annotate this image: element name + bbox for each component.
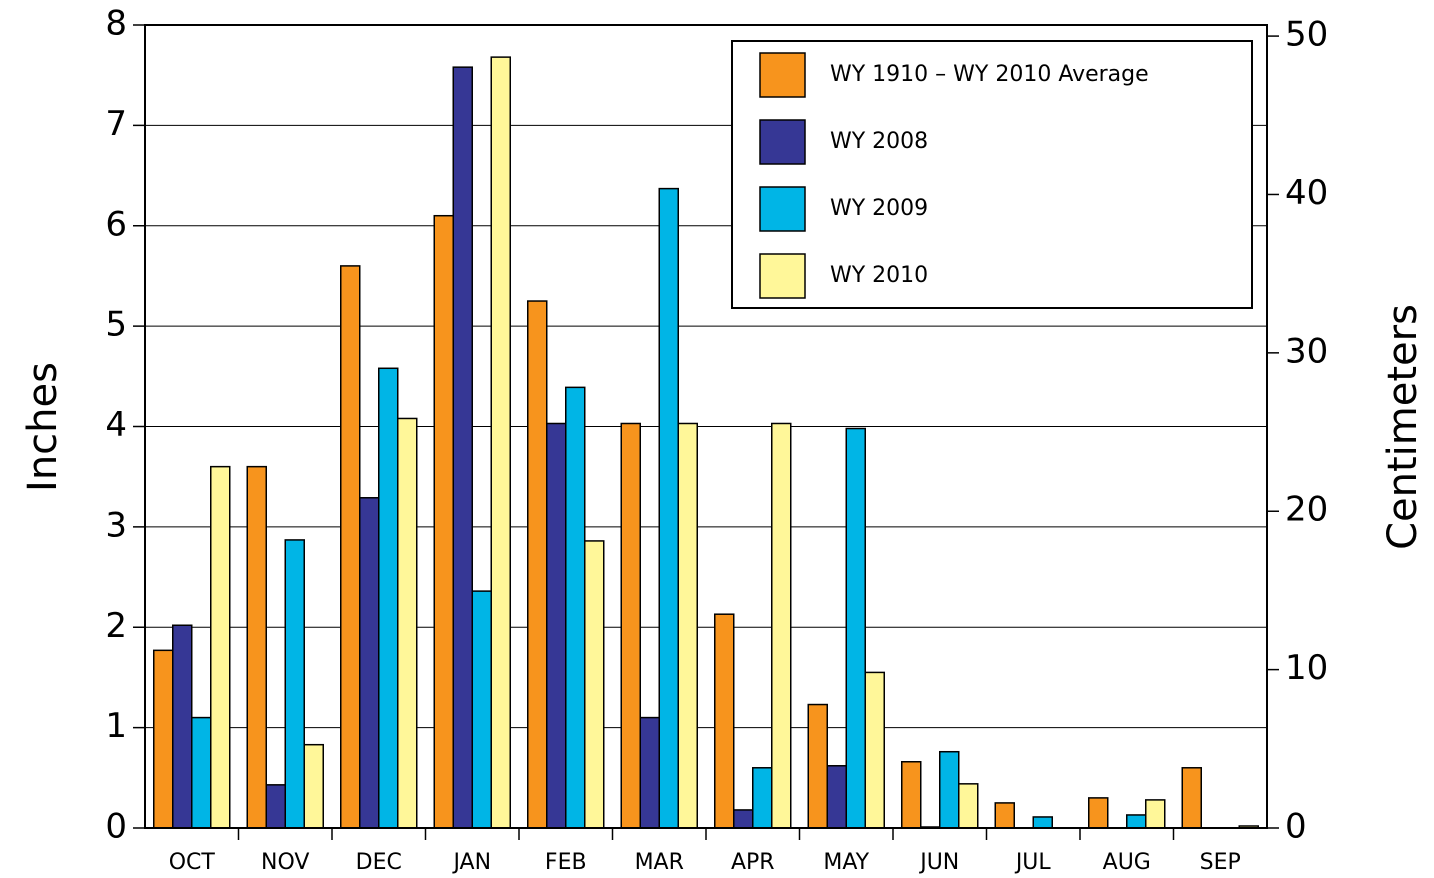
y-tick-label: 8 [105, 4, 127, 44]
bar [1126, 814, 1147, 829]
bar [303, 743, 324, 829]
bar [864, 671, 885, 829]
x-tick-label: DEC [356, 850, 402, 875]
bar [752, 767, 773, 829]
bar [845, 427, 866, 829]
bar [620, 422, 641, 829]
bar [771, 422, 792, 829]
bar [246, 465, 267, 829]
bar [714, 613, 735, 829]
y-tick-label: 6 [105, 204, 127, 244]
y2-axis-title: Centimeters [1380, 304, 1426, 550]
x-tick-label: JUL [1014, 850, 1052, 875]
bar [490, 56, 511, 829]
x-tick-label: MAR [635, 850, 684, 875]
bar [340, 265, 361, 829]
x-tick-label: FEB [545, 850, 587, 875]
legend-swatch [759, 52, 806, 98]
bar [191, 716, 212, 829]
y-tick-label: 7 [105, 104, 127, 144]
bar [359, 497, 380, 829]
y-tick-label: 3 [105, 505, 127, 545]
x-tick-label: APR [731, 850, 775, 875]
bar [210, 465, 231, 829]
legend-swatch [759, 119, 806, 165]
y-tick-label: 2 [105, 606, 127, 646]
x-tick-label: SEP [1200, 850, 1241, 875]
bar [584, 540, 605, 829]
y-tick-label: 0 [105, 807, 127, 847]
y-tick-label: 4 [105, 405, 127, 445]
x-tick-label: OCT [169, 850, 216, 875]
legend-label: WY 2010 [830, 263, 928, 288]
y2-tick-label: 50 [1285, 15, 1328, 55]
legend-box [731, 40, 1253, 309]
bar [658, 187, 679, 829]
x-tick-label: JUN [918, 850, 959, 875]
bar [1088, 797, 1109, 829]
x-tick-label: JAN [451, 850, 491, 875]
bar [1032, 816, 1053, 829]
bar [546, 422, 567, 829]
bar [901, 761, 922, 829]
bar [527, 300, 548, 829]
bar [639, 716, 660, 829]
y2-tick-label: 0 [1285, 807, 1307, 847]
y2-tick-label: 40 [1285, 173, 1328, 213]
bar [1181, 767, 1202, 829]
bar [172, 624, 193, 829]
bar [397, 417, 418, 829]
bar [471, 590, 492, 829]
bar [733, 809, 754, 829]
y-axis-title: Inches [20, 362, 66, 492]
bar [452, 66, 473, 829]
bar [153, 649, 174, 829]
legend-swatch [759, 186, 806, 232]
x-tick-label: NOV [261, 850, 309, 875]
bar [284, 539, 305, 829]
bar [677, 422, 698, 829]
bar [378, 367, 399, 829]
bar [958, 783, 979, 829]
y2-tick-label: 30 [1285, 331, 1328, 371]
bar [265, 784, 286, 829]
bar [826, 765, 847, 829]
y-tick-label: 5 [105, 305, 127, 345]
x-tick-label: MAY [823, 850, 869, 875]
y2-tick-label: 10 [1285, 648, 1328, 688]
plot-frame [144, 24, 1268, 829]
bar [565, 386, 586, 829]
legend-swatch [759, 253, 806, 299]
bar [939, 750, 960, 829]
legend-label: WY 2008 [830, 129, 928, 154]
bar [994, 802, 1015, 829]
y2-tick-label: 20 [1285, 490, 1328, 530]
x-tick-label: AUG [1103, 850, 1151, 875]
legend-label: WY 2009 [830, 196, 928, 221]
bar [807, 703, 828, 829]
y-tick-label: 1 [105, 706, 127, 746]
legend-label: WY 1910 – WY 2010 Average [830, 62, 1149, 87]
bar [433, 214, 454, 829]
bar [1145, 799, 1166, 829]
